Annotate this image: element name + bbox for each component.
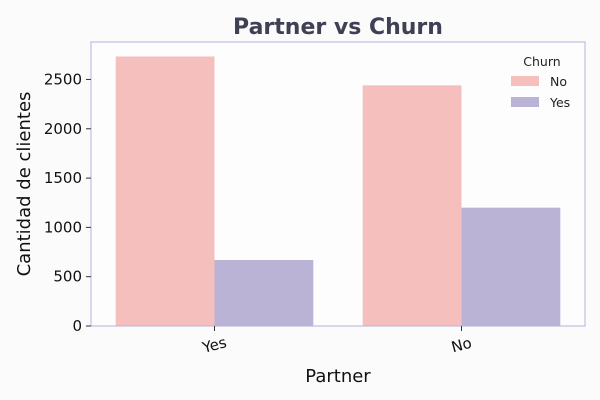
x-tick-label-yes: Yes — [200, 333, 229, 357]
bar-no-yes — [461, 207, 561, 326]
x-tick-label-no: No — [449, 334, 473, 357]
legend-swatch-no — [511, 76, 539, 86]
bars-group — [115, 56, 561, 326]
y-tick-label: 2000 — [44, 120, 82, 138]
y-tick-label: 0 — [72, 317, 82, 335]
bar-yes-yes — [214, 260, 314, 326]
legend-label-no: No — [550, 74, 567, 89]
legend-label-yes: Yes — [549, 95, 570, 110]
plot-frame — [90, 41, 586, 327]
y-tick-label: 1000 — [44, 218, 82, 236]
y-tick-label: 2500 — [44, 70, 82, 88]
y-tick-label: 500 — [53, 268, 82, 286]
x-axis: Yes No — [200, 326, 474, 357]
bar-yes-no — [115, 56, 215, 326]
chart-title: Partner vs Churn — [233, 15, 443, 40]
y-axis: 0 500 1000 1500 2000 2500 — [44, 70, 91, 335]
legend-title: Churn — [523, 54, 560, 69]
y-axis-label: Cantidad de clientes — [14, 92, 35, 277]
legend: Churn No Yes — [511, 54, 570, 110]
y-tick-label: 1500 — [44, 169, 82, 187]
bar-no-no — [362, 85, 462, 326]
legend-swatch-yes — [511, 97, 539, 107]
x-axis-label: Partner — [305, 366, 371, 387]
